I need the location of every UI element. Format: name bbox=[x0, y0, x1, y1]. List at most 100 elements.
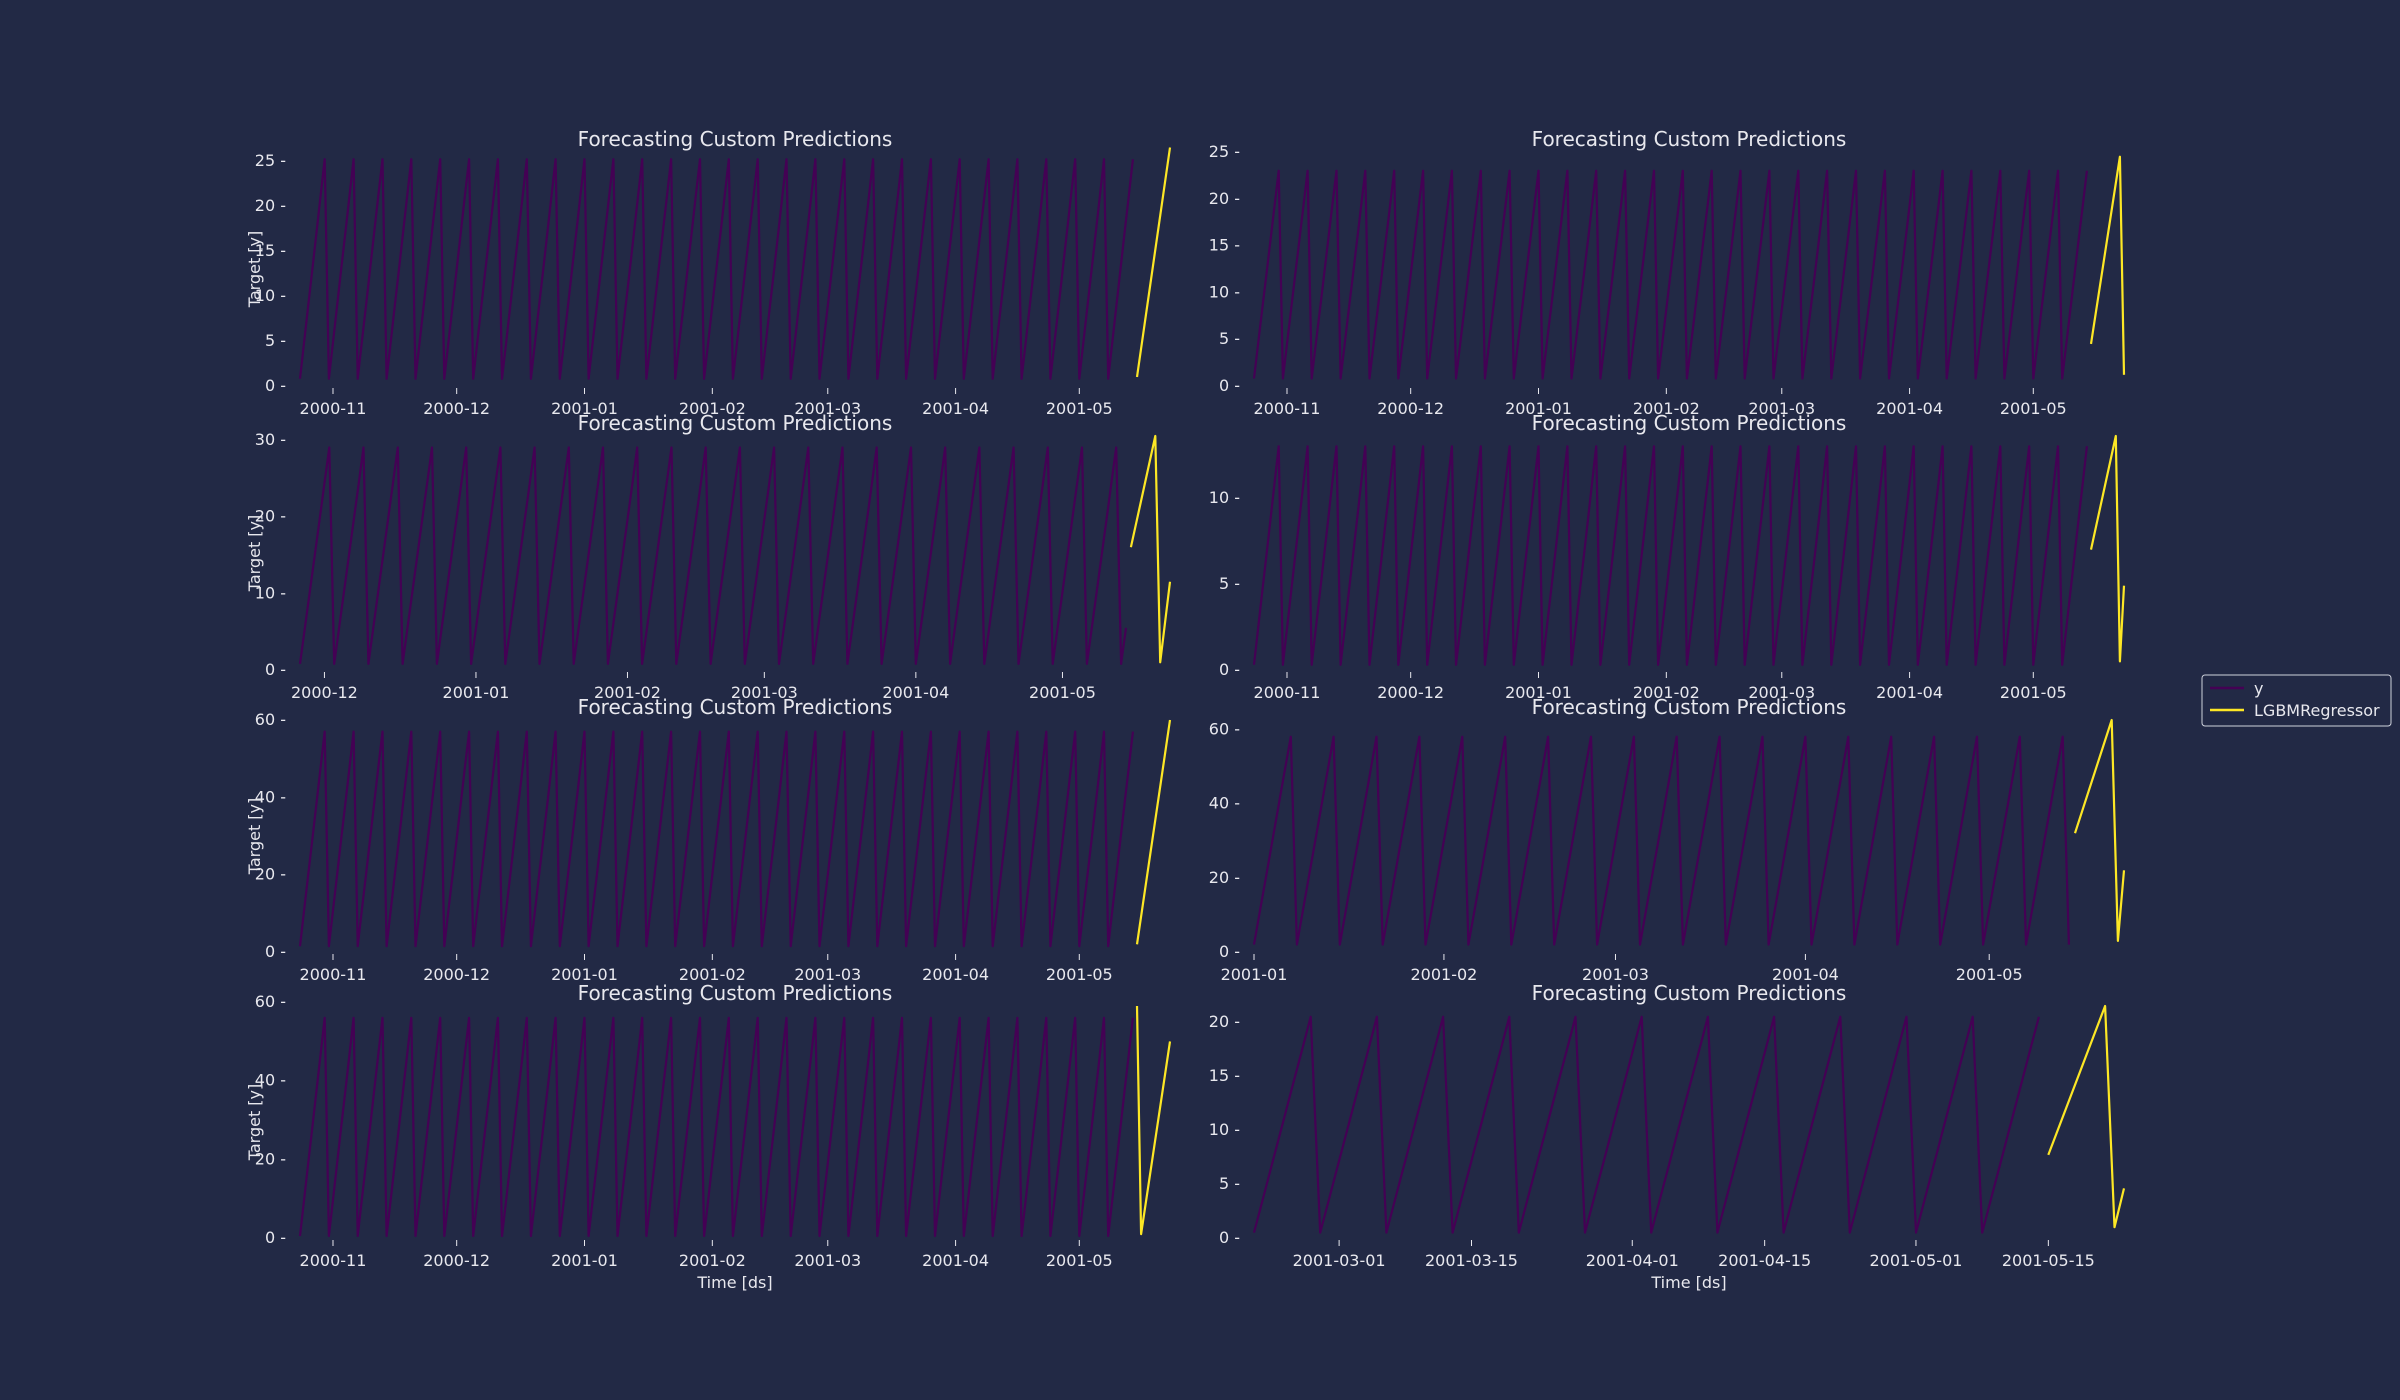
y-tick-label: 25 - bbox=[1209, 142, 1240, 161]
x-tick-label: 2001-01 bbox=[1221, 965, 1288, 984]
y-tick-label: 0 - bbox=[1219, 942, 1240, 961]
x-tick-label: 2001-05-15 bbox=[2002, 1251, 2095, 1270]
x-tick-label: 2001-01 bbox=[1505, 399, 1572, 418]
x-tick-label: 2001-03 bbox=[1582, 965, 1649, 984]
series-line-y bbox=[1252, 735, 2070, 946]
x-tick-label: 2001-05 bbox=[1046, 399, 1113, 418]
x-tick-label: 2001-04-15 bbox=[1718, 1251, 1811, 1270]
subplot-2: Forecasting Custom Predictions 0 - 5 - 10 -… bbox=[1209, 127, 2126, 418]
y-axis-label: Target [y] bbox=[245, 515, 264, 593]
x-tick-label: 2000-11 bbox=[300, 965, 367, 984]
y-tick-label: 20 - bbox=[1209, 189, 1240, 208]
y-tick-label: 0 - bbox=[265, 1228, 286, 1247]
y-tick-label: 15 - bbox=[1209, 236, 1240, 255]
y-tick-label: 20 - bbox=[255, 865, 286, 884]
y-tick-label: 40 - bbox=[255, 1071, 286, 1090]
x-tick-label: 2000-12 bbox=[1377, 399, 1444, 418]
x-tick-label: 2001-05 bbox=[1029, 683, 1096, 702]
series-line-lgbmregressor bbox=[2089, 155, 2126, 375]
subplot-title: Forecasting Custom Predictions bbox=[578, 411, 893, 435]
x-tick-label: 2001-02 bbox=[1410, 965, 1477, 984]
series-line-y bbox=[1252, 445, 2088, 666]
legend[interactable]: y LGBMRegressor bbox=[2201, 674, 2392, 727]
x-tick-label: 2001-01 bbox=[1505, 683, 1572, 702]
y-tick-label: 15 - bbox=[1209, 1066, 1240, 1085]
x-tick-label: 2001-05-01 bbox=[1869, 1251, 1962, 1270]
subplot-8: Forecasting Custom Predictions 0 - 5 - 10 -… bbox=[1209, 981, 2126, 1292]
series-line-y bbox=[298, 158, 1134, 380]
subplot-title: Forecasting Custom Predictions bbox=[578, 127, 893, 151]
y-tick-label: 30 - bbox=[255, 430, 286, 449]
x-tick-label: 2001-03 bbox=[1748, 399, 1815, 418]
subplot-4: Forecasting Custom Predictions 0 - 5 - 10 -… bbox=[1209, 411, 2126, 702]
y-tick-label: 0 - bbox=[1219, 1228, 1240, 1247]
x-tick-label: 2001-01 bbox=[551, 399, 618, 418]
subplot-3: Forecasting Custom Predictions 0 - 10 - 20 … bbox=[245, 411, 1172, 702]
x-tick-label: 2001-03 bbox=[794, 965, 861, 984]
y-tick-label: 5 - bbox=[1219, 329, 1240, 348]
x-tick-label: 2001-04 bbox=[922, 399, 989, 418]
subplot-grid: Forecasting Custom Predictions 0 - 5 - 10 -… bbox=[245, 127, 2126, 1292]
x-tick-label: 2001-05 bbox=[1956, 965, 2023, 984]
y-tick-label: 25 - bbox=[255, 151, 286, 170]
x-tick-label: 2001-03-15 bbox=[1425, 1251, 1518, 1270]
subplot-title: Forecasting Custom Predictions bbox=[1532, 695, 1847, 719]
series-line-lgbmregressor bbox=[1135, 1005, 1172, 1236]
y-tick-label: 40 - bbox=[1209, 794, 1240, 813]
x-tick-label: 2001-02 bbox=[679, 1251, 746, 1270]
y-tick-label: 10 - bbox=[1209, 488, 1240, 507]
x-tick-label: 2000-11 bbox=[300, 399, 367, 418]
subplot-6: Forecasting Custom Predictions 0 - 20 - 40 … bbox=[1209, 695, 2126, 984]
y-tick-label: 60 - bbox=[1209, 719, 1240, 738]
subplot-title: Forecasting Custom Predictions bbox=[1532, 411, 1847, 435]
y-tick-label: 20 - bbox=[255, 507, 286, 526]
subplot-title: Forecasting Custom Predictions bbox=[578, 695, 893, 719]
x-tick-label: 2001-01 bbox=[443, 683, 510, 702]
y-tick-label: 10 - bbox=[1209, 282, 1240, 301]
y-tick-label: 15 - bbox=[255, 241, 286, 260]
y-tick-label: 10 - bbox=[255, 286, 286, 305]
subplot-title: Forecasting Custom Predictions bbox=[1532, 127, 1847, 151]
y-tick-label: 0 - bbox=[265, 660, 286, 679]
x-tick-label: 2001-03 bbox=[794, 1251, 861, 1270]
x-tick-label: 2001-03 bbox=[794, 399, 861, 418]
subplot-1: Forecasting Custom Predictions 0 - 5 - 10 -… bbox=[245, 127, 1172, 418]
y-tick-label: 20 - bbox=[255, 1149, 286, 1168]
legend-frame bbox=[2201, 674, 2392, 727]
series-line-y bbox=[298, 1016, 1134, 1238]
x-tick-label: 2001-04 bbox=[1876, 399, 1943, 418]
y-tick-label: 40 - bbox=[255, 787, 286, 806]
series-line-lgbmregressor bbox=[1129, 434, 1172, 664]
subplot-title: Forecasting Custom Predictions bbox=[578, 981, 893, 1005]
x-tick-label: 2001-05 bbox=[1046, 965, 1113, 984]
subplot-5: Forecasting Custom Predictions 0 - 20 - 40 … bbox=[245, 695, 1172, 984]
x-tick-label: 2001-05 bbox=[2000, 399, 2067, 418]
y-tick-label: 5 - bbox=[265, 331, 286, 350]
legend-label-y: y bbox=[2254, 679, 2263, 698]
x-tick-label: 2001-04 bbox=[922, 1251, 989, 1270]
x-tick-label: 2001-03-01 bbox=[1293, 1251, 1386, 1270]
y-tick-label: 20 - bbox=[1209, 1012, 1240, 1031]
x-tick-label: 2001-04 bbox=[1876, 683, 1943, 702]
series-line-y bbox=[298, 730, 1134, 948]
y-tick-label: 0 - bbox=[1219, 660, 1240, 679]
x-tick-label: 2001-02 bbox=[679, 965, 746, 984]
x-tick-label: 2001-05 bbox=[2000, 683, 2067, 702]
x-tick-label: 2000-12 bbox=[423, 399, 490, 418]
x-tick-label: 2000-12 bbox=[423, 965, 490, 984]
x-tick-label: 2001-04-01 bbox=[1586, 1251, 1679, 1270]
x-tick-label: 2001-05 bbox=[1046, 1251, 1113, 1270]
y-tick-label: 5 - bbox=[1219, 574, 1240, 593]
series-line-lgbmregressor bbox=[2089, 434, 2126, 663]
x-tick-label: 2000-11 bbox=[300, 1251, 367, 1270]
series-line-y bbox=[1252, 169, 2088, 380]
y-tick-label: 0 - bbox=[265, 942, 286, 961]
x-tick-label: 2000-11 bbox=[1254, 683, 1321, 702]
x-tick-label: 2001-01 bbox=[551, 1251, 618, 1270]
series-line-lgbmregressor bbox=[2047, 1004, 2126, 1229]
x-tick-label: 2000-11 bbox=[1254, 399, 1321, 418]
x-tick-label: 2001-02 bbox=[594, 683, 661, 702]
y-tick-label: 0 - bbox=[1219, 376, 1240, 395]
series-line-lgbmregressor bbox=[1135, 719, 1172, 945]
